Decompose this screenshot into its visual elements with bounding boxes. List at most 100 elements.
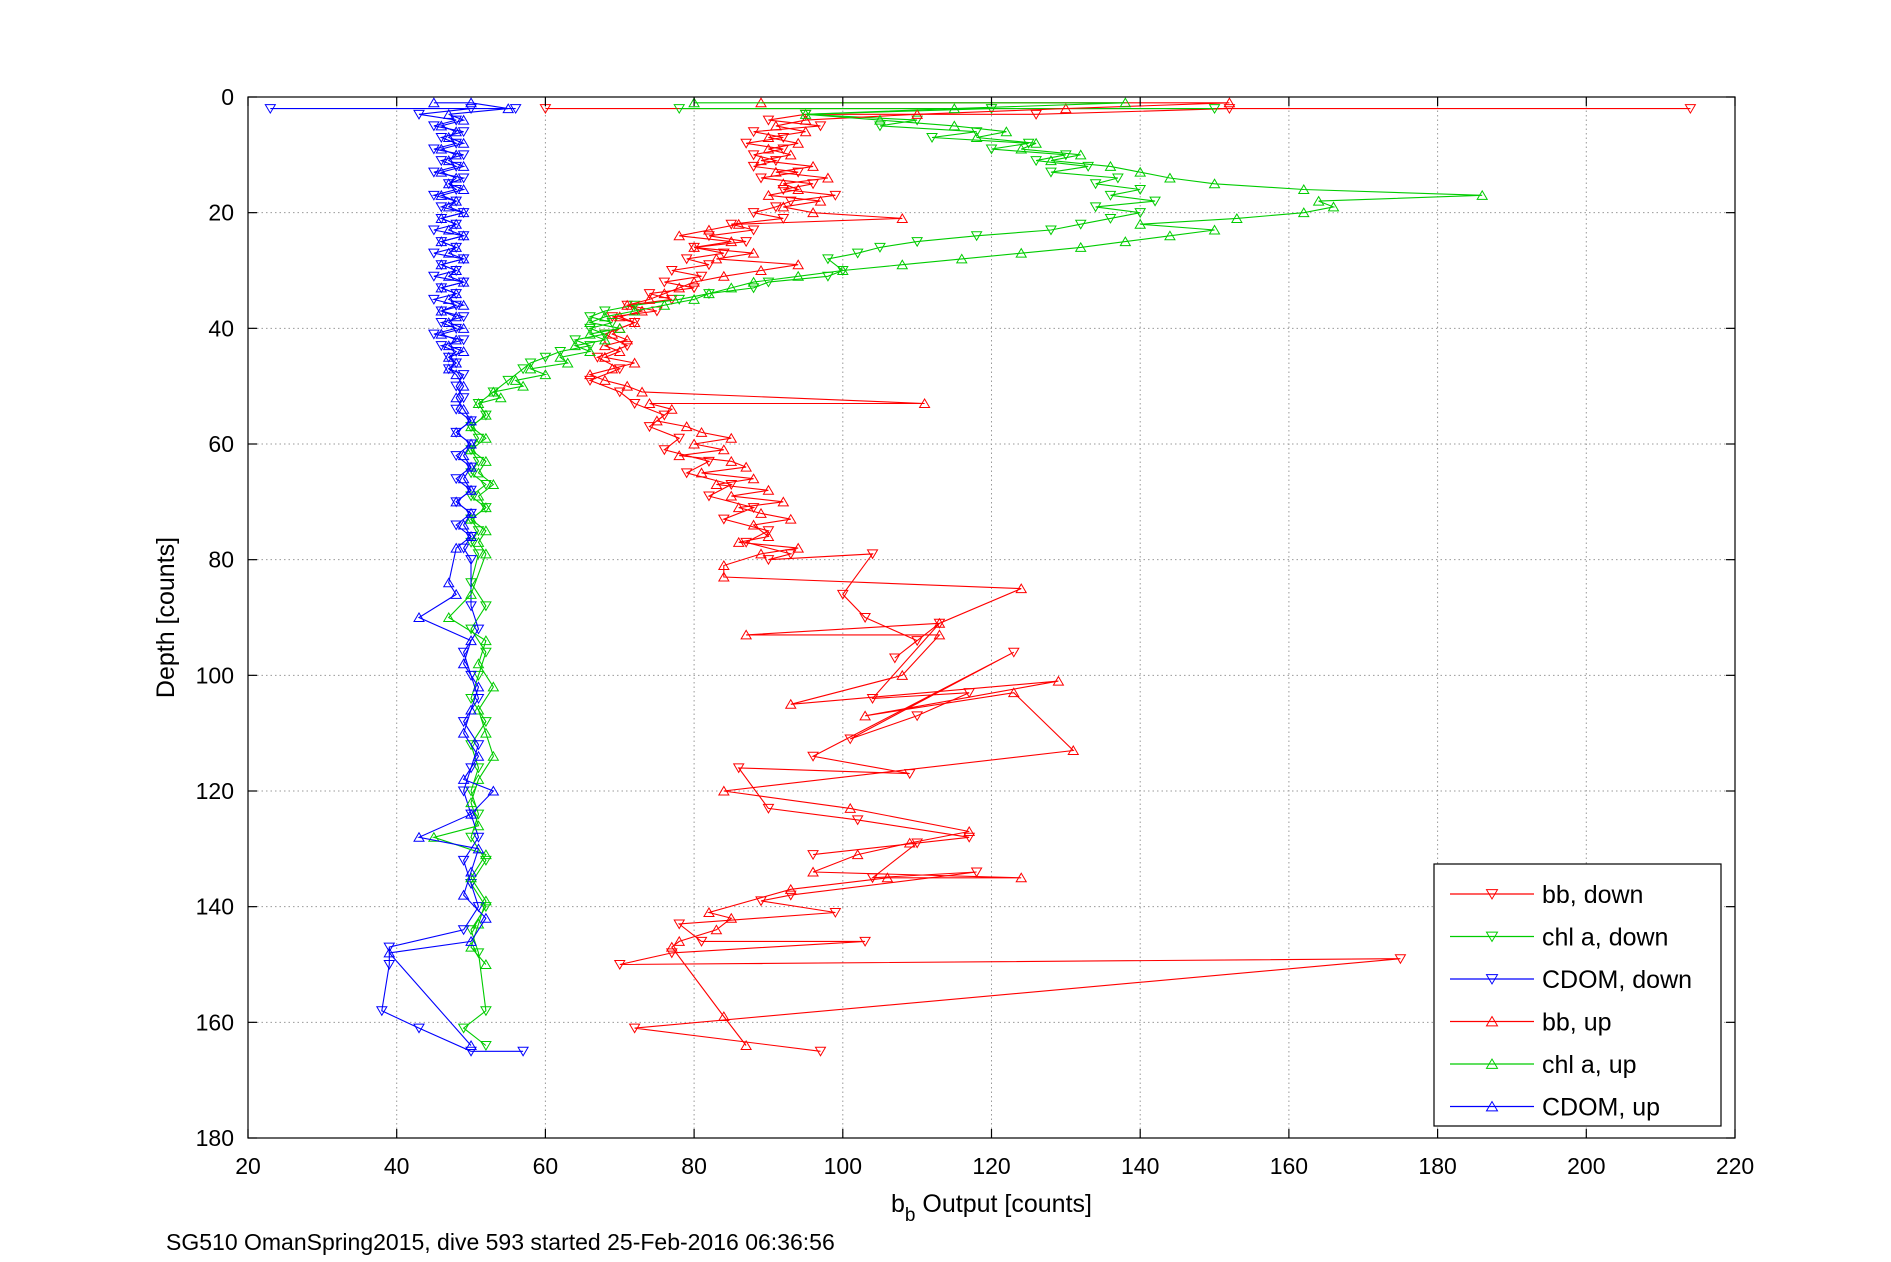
data-point (1074, 241, 1087, 252)
data-point (680, 468, 693, 479)
data-point (435, 305, 448, 316)
data-point (450, 369, 463, 380)
y-tick-label: 60 (208, 431, 234, 457)
data-point (465, 832, 477, 843)
data-point (480, 849, 492, 860)
data-point (717, 1011, 730, 1022)
data-point (480, 895, 492, 906)
legend-entry-label: bb, up (1542, 1009, 1612, 1037)
data-point (465, 879, 477, 890)
data-point (970, 231, 983, 242)
data-point (888, 653, 901, 664)
data-point (457, 393, 470, 404)
data-point (457, 380, 470, 391)
data-point (1327, 201, 1340, 212)
data-point (457, 519, 470, 530)
data-point (613, 322, 626, 333)
data-point (465, 415, 477, 426)
data-point (472, 902, 485, 913)
data-point (926, 132, 938, 143)
data-point (465, 763, 477, 774)
data-point (628, 1023, 641, 1034)
x-tick-label: 80 (681, 1153, 707, 1179)
data-point (732, 218, 745, 229)
data-point (836, 589, 849, 600)
data-point (747, 150, 760, 161)
data-point (933, 617, 946, 628)
data-point (717, 270, 730, 281)
data-point (836, 265, 849, 275)
data-point (792, 184, 805, 195)
data-point (428, 121, 440, 132)
data-point (710, 253, 723, 264)
data-point (517, 1046, 529, 1057)
data-point (673, 433, 686, 444)
data-point (591, 352, 604, 363)
data-point (814, 1046, 827, 1057)
data-point (502, 103, 515, 114)
data-point (465, 588, 477, 599)
data-point (948, 103, 961, 114)
legend-marker (1485, 1058, 1499, 1069)
data-point (457, 173, 470, 184)
data-point (747, 247, 760, 258)
data-point (457, 207, 470, 218)
data-point (383, 942, 396, 953)
data-point (465, 925, 477, 936)
data-point (457, 345, 470, 356)
data-point (465, 1039, 477, 1050)
data-point (606, 312, 619, 323)
data-point (465, 872, 477, 883)
data-point (561, 357, 574, 368)
legend-entry-label: bb, down (1542, 881, 1643, 909)
data-point (717, 514, 730, 525)
x-axis-label: bb Output [counts] (891, 1190, 1092, 1226)
data-point (747, 225, 760, 236)
data-point (970, 131, 983, 142)
data-point (1022, 138, 1035, 149)
data-point (770, 120, 782, 131)
data-point (643, 289, 656, 300)
axis-ticks: 20 40 60 80 100 120 140 160 180 200 220 0 20 40 60 80 10… (196, 84, 1755, 1179)
data-point (457, 450, 470, 461)
data-point (1015, 583, 1028, 594)
y-tick-label: 80 (208, 547, 234, 573)
data-point (480, 455, 492, 466)
data-point (480, 479, 492, 490)
data-point (755, 548, 767, 559)
data-point (457, 403, 470, 414)
data-point (465, 941, 477, 952)
data-point (911, 108, 924, 119)
data-point (688, 438, 700, 449)
data-point (1104, 213, 1117, 224)
data-point (1030, 156, 1042, 167)
data-point (859, 710, 871, 721)
data-point (450, 451, 463, 462)
data-point (710, 924, 723, 935)
legend-entry-label: CDOM, up (1542, 1094, 1660, 1122)
series-3 (584, 97, 1236, 1050)
data-point (770, 166, 782, 177)
data-point (472, 490, 485, 501)
data-point (673, 282, 686, 293)
data-point (472, 456, 485, 467)
x-tick-label: 60 (533, 1153, 559, 1179)
data-point (539, 369, 552, 380)
data-point (918, 398, 931, 409)
data-point (1089, 202, 1102, 213)
data-point (747, 161, 760, 172)
data-point (1052, 675, 1065, 686)
data-point (457, 335, 470, 346)
data-point (807, 866, 819, 877)
data-point (703, 231, 715, 242)
data-point (487, 478, 500, 489)
data-point (896, 259, 909, 270)
data-point (472, 809, 485, 820)
data-point (747, 473, 760, 484)
data-point (1134, 218, 1147, 229)
data-point (472, 773, 485, 784)
data-point (1297, 184, 1310, 195)
data-point (517, 364, 529, 375)
data-point (494, 392, 507, 403)
